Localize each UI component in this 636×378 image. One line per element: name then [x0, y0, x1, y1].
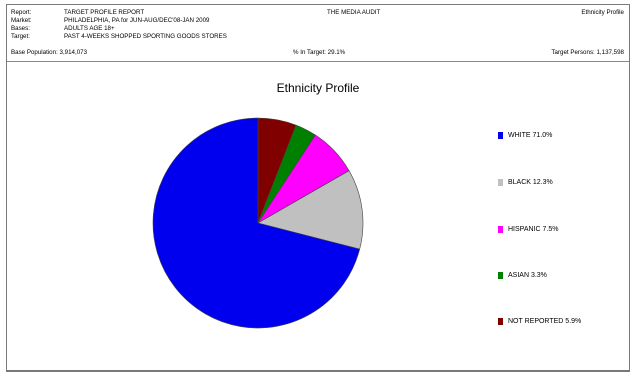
target-label: Target:	[11, 33, 30, 40]
report-label: Report:	[11, 9, 32, 16]
report-header: Report: TARGET PROFILE REPORT Market: PH…	[7, 5, 629, 61]
slice-white	[152, 117, 361, 329]
report-value: TARGET PROFILE REPORT	[64, 9, 145, 16]
media-audit-title: THE MEDIA AUDIT	[327, 9, 381, 16]
frame-bottom-line	[7, 370, 629, 371]
legend-swatch	[498, 272, 503, 279]
ethnicity-profile-header: Ethnicity Profile	[581, 9, 624, 16]
bases-value: ADULTS AGE 18+	[64, 25, 115, 32]
legend-label: HISPANIC 7.5%	[508, 226, 559, 233]
legend-swatch	[498, 226, 503, 233]
pct-in-target: % In Target: 29.1%	[293, 49, 346, 56]
legend-swatch	[498, 318, 503, 325]
bases-label: Bases:	[11, 25, 30, 32]
pie-chart	[152, 117, 364, 329]
legend-swatch	[498, 132, 503, 139]
chart-title: Ethnicity Profile	[276, 81, 360, 95]
legend-swatch	[498, 179, 503, 186]
header-divider	[7, 61, 629, 62]
target-value: PAST 4-WEEKS SHOPPED SPORTING GOODS STOR…	[64, 33, 227, 40]
market-value: PHILADELPHIA, PA for JUN-AUG/DEC'08-JAN …	[64, 17, 210, 24]
base-population: Base Population: 3,914,073	[11, 49, 88, 56]
market-label: Market:	[11, 17, 32, 24]
target-persons: Target Persons: 1,137,598	[551, 49, 624, 56]
legend-label: BLACK 12.3%	[508, 179, 553, 186]
report-frame: Report: TARGET PROFILE REPORT Market: PH…	[6, 4, 630, 372]
legend-label: NOT REPORTED 5.9%	[508, 318, 582, 325]
legend-label: ASIAN 3.3%	[508, 272, 547, 279]
legend-label: WHITE 71.0%	[508, 132, 553, 139]
